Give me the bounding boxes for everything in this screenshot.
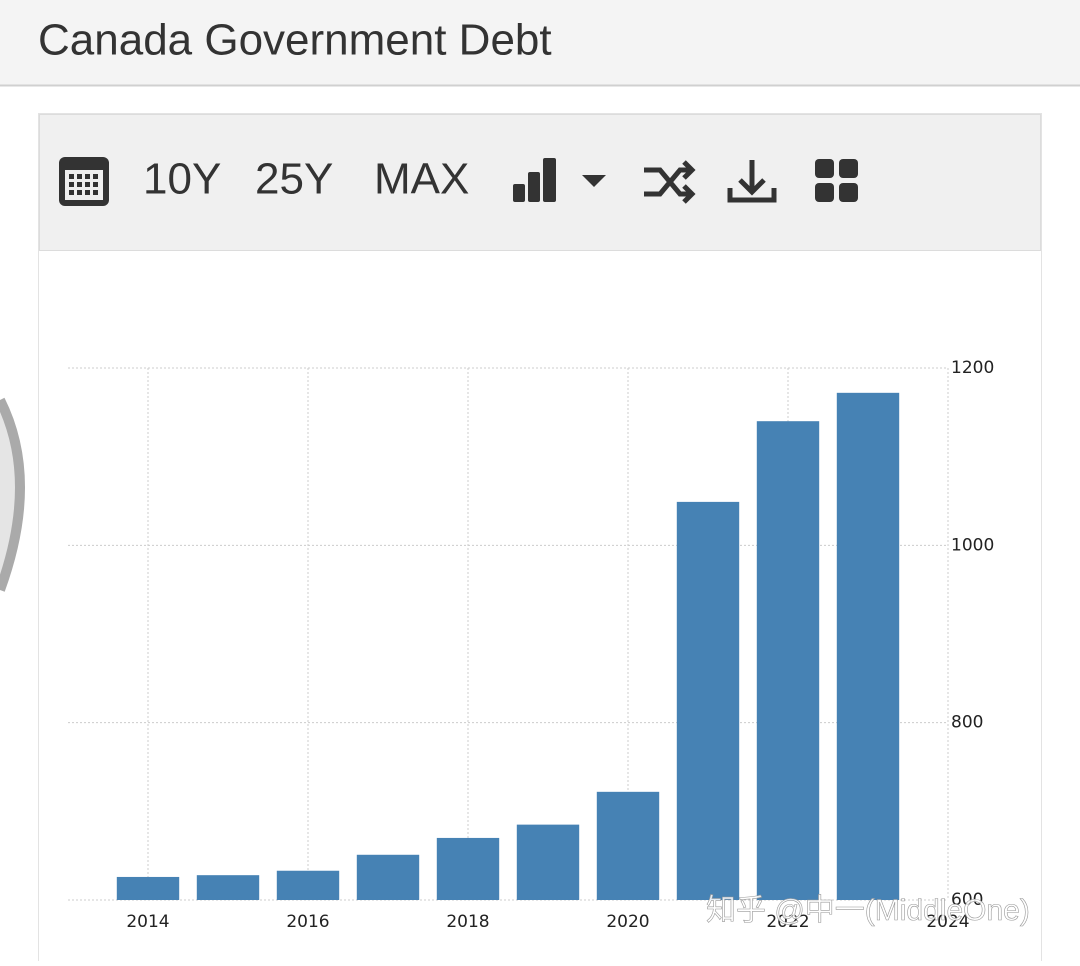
watermark: 知乎 @中一(MiddleOne) [706, 894, 1030, 927]
header-bar [0, 0, 1080, 85]
x-tick-label: 2016 [286, 912, 329, 932]
shuffle-icon[interactable] [644, 160, 696, 204]
bar [756, 421, 820, 900]
range-button[interactable]: 10Y [143, 155, 221, 204]
x-tick-label: 2020 [606, 912, 649, 932]
bar [836, 392, 900, 900]
calendar-icon[interactable] [59, 157, 109, 206]
bar [516, 824, 580, 900]
bar [356, 854, 420, 900]
bar [436, 837, 500, 900]
chart-type-icon[interactable] [513, 158, 606, 202]
y-tick-label: 600 [951, 890, 983, 910]
bar [596, 791, 660, 900]
bar [116, 876, 180, 900]
x-tick-label: 2024 [926, 912, 969, 932]
page-title: Canada Government Debt [38, 16, 552, 65]
y-tick-label: 1000 [951, 535, 994, 555]
y-tick-label: 800 [951, 713, 983, 733]
bar [676, 501, 740, 900]
y-tick-label: 1200 [951, 358, 994, 378]
x-tick-label: 2014 [126, 912, 169, 932]
x-tick-label: 2022 [766, 912, 809, 932]
range-button[interactable]: 25Y [255, 155, 333, 204]
x-tick-label: 2018 [446, 912, 489, 932]
bar [276, 870, 340, 900]
grid-icon[interactable] [815, 159, 858, 202]
download-icon[interactable] [727, 160, 777, 203]
side-handle [0, 397, 25, 592]
range-button[interactable]: MAX [374, 155, 469, 204]
bar [196, 875, 260, 900]
plot: 600 800 1000 1200 2014 2016 2018 2020 2022 2024 [68, 358, 994, 932]
